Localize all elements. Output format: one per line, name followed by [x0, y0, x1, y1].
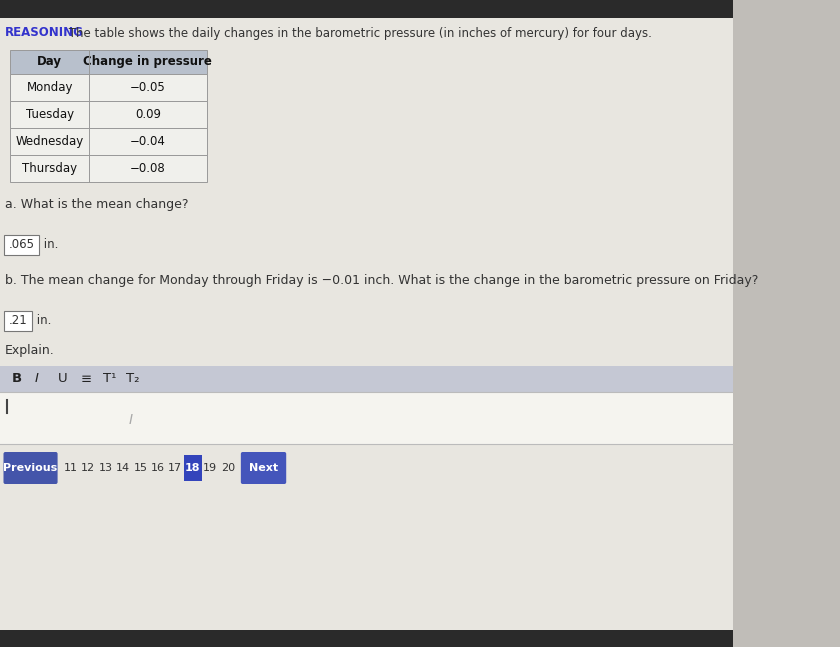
Text: Next: Next — [249, 463, 278, 473]
Text: in.: in. — [40, 239, 59, 252]
FancyBboxPatch shape — [4, 311, 32, 331]
FancyBboxPatch shape — [241, 452, 286, 484]
FancyBboxPatch shape — [10, 101, 207, 128]
Text: I: I — [35, 373, 39, 386]
Text: −0.04: −0.04 — [130, 135, 165, 148]
Text: 19: 19 — [203, 463, 218, 473]
Text: b. The mean change for Monday through Friday is −0.01 inch. What is the change i: b. The mean change for Monday through Fr… — [5, 274, 759, 287]
Text: in.: in. — [33, 314, 51, 327]
FancyBboxPatch shape — [10, 128, 207, 155]
Text: 11: 11 — [64, 463, 77, 473]
FancyBboxPatch shape — [0, 366, 733, 392]
Text: Thursday: Thursday — [22, 162, 77, 175]
Text: T¹: T¹ — [103, 373, 117, 386]
Text: −0.08: −0.08 — [130, 162, 165, 175]
Text: 13: 13 — [98, 463, 113, 473]
Text: Day: Day — [37, 56, 62, 69]
Text: Change in pressure: Change in pressure — [83, 56, 213, 69]
Text: 16: 16 — [151, 463, 165, 473]
FancyBboxPatch shape — [0, 0, 733, 18]
FancyBboxPatch shape — [10, 50, 207, 74]
Text: B: B — [13, 373, 23, 386]
Text: Previous: Previous — [3, 463, 58, 473]
Text: 20: 20 — [221, 463, 235, 473]
Text: 15: 15 — [134, 463, 148, 473]
FancyBboxPatch shape — [0, 392, 733, 444]
Text: a. What is the mean change?: a. What is the mean change? — [5, 198, 189, 211]
Text: 14: 14 — [116, 463, 130, 473]
FancyBboxPatch shape — [10, 155, 207, 182]
Text: 17: 17 — [168, 463, 182, 473]
FancyBboxPatch shape — [3, 452, 58, 484]
FancyBboxPatch shape — [184, 455, 202, 481]
Text: Tuesday: Tuesday — [26, 108, 74, 121]
Text: −0.05: −0.05 — [130, 81, 165, 94]
FancyBboxPatch shape — [4, 235, 39, 255]
Text: U: U — [58, 373, 67, 386]
Text: 18: 18 — [185, 463, 201, 473]
FancyBboxPatch shape — [0, 630, 733, 647]
Text: I: I — [129, 413, 133, 427]
FancyBboxPatch shape — [0, 18, 733, 647]
Text: .21: .21 — [9, 314, 28, 327]
Text: T₂: T₂ — [126, 373, 139, 386]
Text: 0.09: 0.09 — [135, 108, 161, 121]
Text: ≡: ≡ — [81, 373, 92, 386]
Text: Explain.: Explain. — [5, 344, 55, 357]
Text: 12: 12 — [81, 463, 95, 473]
Text: .065: .065 — [8, 239, 34, 252]
Text: Wednesday: Wednesday — [16, 135, 84, 148]
Text: Monday: Monday — [27, 81, 73, 94]
FancyBboxPatch shape — [10, 74, 207, 101]
Text: REASONING: REASONING — [5, 27, 84, 39]
Text: The table shows the daily changes in the barometric pressure (in inches of mercu: The table shows the daily changes in the… — [65, 27, 652, 39]
